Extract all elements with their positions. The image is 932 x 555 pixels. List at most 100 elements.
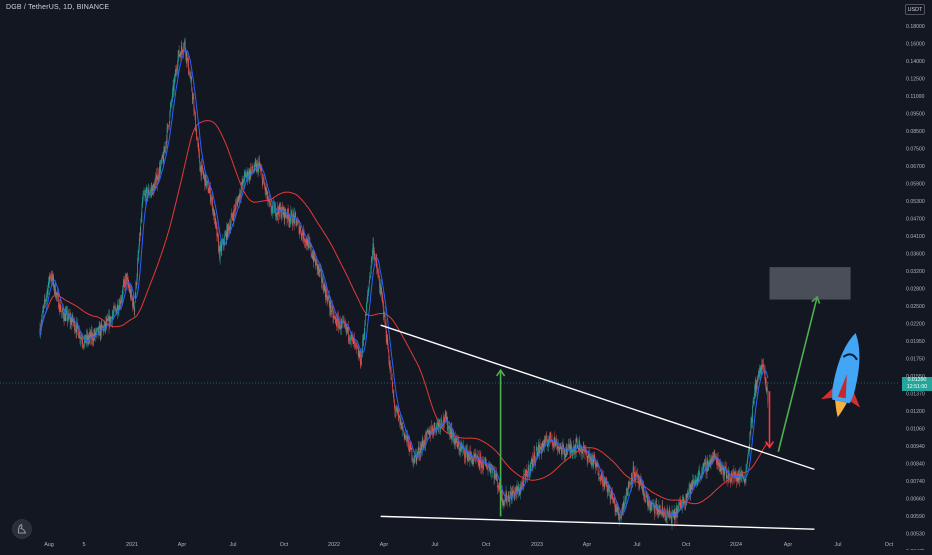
candle-body (180, 54, 181, 55)
candle-body (235, 210, 236, 211)
candle-body (85, 335, 86, 340)
candle-body (337, 317, 338, 326)
candle-body (223, 239, 224, 243)
candle-body (46, 295, 47, 299)
candle-body (542, 444, 543, 448)
candle-body (665, 514, 666, 515)
candle-body (677, 507, 678, 517)
time-tick-label: Jul (432, 542, 439, 548)
candle-body (691, 483, 692, 489)
candle-body (746, 469, 747, 482)
currency-button[interactable]: USDT (905, 4, 925, 15)
candle-body (689, 489, 690, 493)
candle-body (46, 299, 47, 301)
candle-body (57, 293, 58, 295)
candle-body (289, 219, 290, 221)
candle-body (126, 274, 127, 276)
candle-body (514, 491, 515, 497)
candle-body (58, 295, 59, 309)
symbol-title[interactable]: DGB / TetherUS, 1D, BINANCE (6, 4, 109, 11)
candle-body (214, 212, 215, 216)
candle-body (428, 432, 429, 434)
candle-body (123, 285, 124, 289)
candle-body (413, 459, 414, 460)
candle-body (189, 72, 190, 75)
candle-body (460, 446, 461, 451)
candle-body (403, 427, 404, 430)
candle-body (265, 187, 266, 191)
candle-body (499, 482, 500, 489)
candle-body (625, 498, 626, 499)
time-tick-label: Jul (835, 542, 842, 548)
candle-body (370, 276, 371, 277)
candle-body (179, 50, 180, 56)
candle-body (419, 447, 420, 455)
candle-body (766, 379, 767, 390)
candle-body (398, 413, 399, 416)
candle-body (264, 184, 265, 187)
candle-body (352, 336, 353, 337)
candle-body (762, 365, 763, 370)
candle-body (97, 328, 98, 329)
candle-body (738, 475, 739, 480)
candle-body (51, 278, 52, 281)
candle-body (469, 457, 470, 460)
candle-body (191, 76, 192, 79)
candle-body (418, 447, 419, 451)
candle-body (75, 329, 76, 330)
candle-body (754, 386, 755, 398)
candle-body (322, 278, 323, 283)
candle-body (81, 337, 82, 338)
candle-body (487, 468, 488, 469)
candle-body (289, 219, 290, 222)
candle-body (371, 258, 372, 268)
candle-body (216, 223, 217, 226)
candle-body (383, 298, 384, 302)
candle-body (333, 316, 334, 318)
candle-body (561, 447, 562, 454)
candle-body (747, 463, 748, 468)
candle-body (636, 472, 637, 474)
candle-body (47, 290, 48, 294)
candle-body (265, 186, 266, 191)
candle-body (752, 418, 753, 423)
candle-body (644, 494, 645, 501)
candle-body (598, 466, 599, 475)
candle-body (613, 500, 614, 503)
candle-body (108, 317, 109, 321)
time-tick-label: Jul (230, 542, 237, 548)
candle-body (227, 227, 228, 238)
candle-body (306, 243, 307, 245)
candle-body (608, 485, 609, 491)
candle-body (753, 401, 754, 406)
candle-body (186, 52, 187, 63)
candle-body (211, 198, 212, 200)
candle-body (702, 467, 703, 472)
candle-body (185, 40, 186, 49)
candle-body (392, 382, 393, 392)
candle-body (221, 245, 222, 251)
candle-body (213, 208, 214, 211)
candle-body (429, 429, 430, 433)
candle-body (432, 430, 433, 434)
candle-body (542, 444, 543, 448)
candle-body (478, 463, 479, 464)
candle-body (690, 485, 691, 495)
candle-body (212, 197, 213, 211)
candle-body (423, 445, 424, 448)
candle-body (47, 290, 48, 295)
candle-body (413, 459, 414, 461)
candle-body (379, 275, 380, 280)
candle-body (145, 194, 146, 201)
candle-body (325, 289, 326, 297)
tradingview-logo-icon[interactable] (12, 518, 32, 545)
candle-body (71, 321, 72, 324)
candle-body (42, 313, 43, 319)
candle-body (80, 332, 81, 339)
candle-body (393, 392, 394, 394)
candle-body (414, 455, 415, 463)
candle-body (160, 165, 161, 173)
